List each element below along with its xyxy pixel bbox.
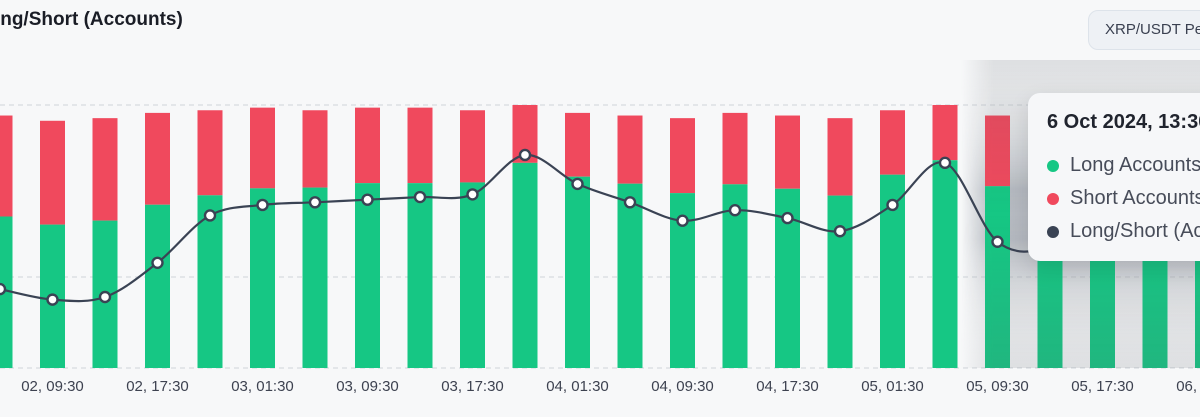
- svg-text:05, 01:30: 05, 01:30: [861, 378, 924, 395]
- svg-text:03, 17:30: 03, 17:30: [441, 378, 504, 395]
- svg-text:04, 17:30: 04, 17:30: [756, 378, 819, 395]
- svg-text:02, 09:30: 02, 09:30: [21, 378, 84, 395]
- svg-text:05, 09:30: 05, 09:30: [966, 378, 1029, 395]
- svg-text:06, 01:30: 06, 01:30: [1176, 378, 1200, 395]
- svg-text:04, 01:30: 04, 01:30: [546, 378, 609, 395]
- svg-text:03, 09:30: 03, 09:30: [336, 378, 399, 395]
- svg-text:04, 09:30: 04, 09:30: [651, 378, 714, 395]
- svg-text:02, 17:30: 02, 17:30: [126, 378, 189, 395]
- svg-text:03, 01:30: 03, 01:30: [231, 378, 294, 395]
- svg-text:05, 17:30: 05, 17:30: [1071, 378, 1134, 395]
